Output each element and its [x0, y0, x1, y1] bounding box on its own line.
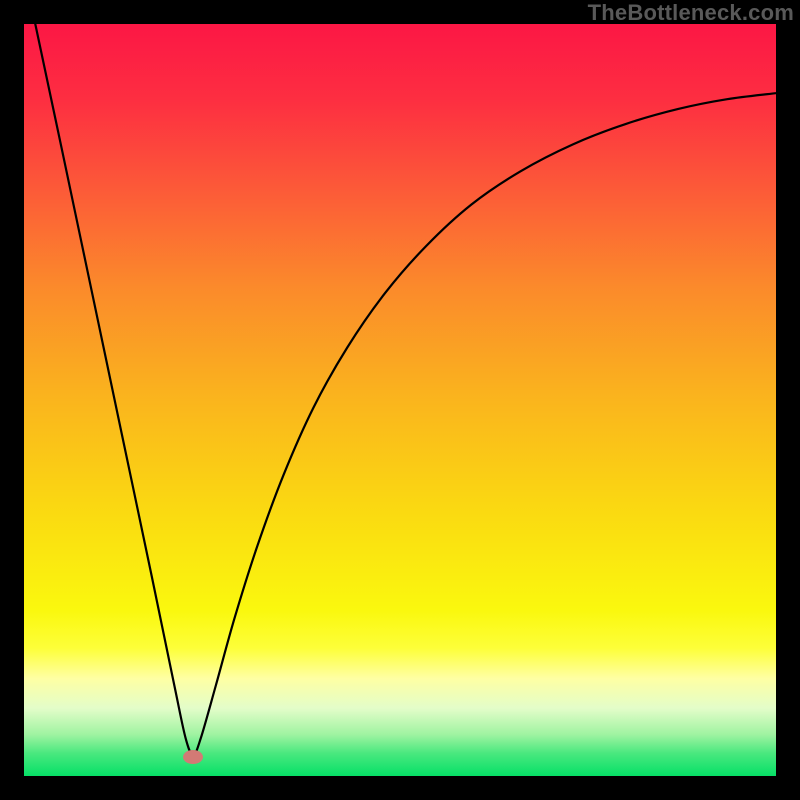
bottleneck-curve — [24, 24, 776, 776]
vertex-marker — [183, 750, 203, 764]
plot-area — [24, 24, 776, 776]
watermark-text: TheBottleneck.com — [588, 0, 794, 26]
